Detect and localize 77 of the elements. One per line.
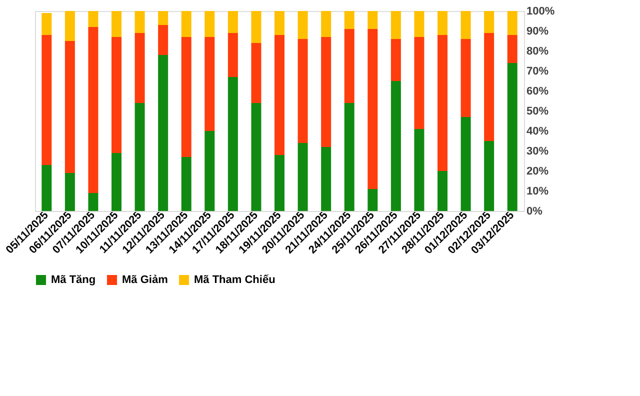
bar xyxy=(414,129,424,211)
bar xyxy=(158,25,168,55)
bar xyxy=(368,11,378,29)
bar xyxy=(484,11,494,33)
bar xyxy=(344,29,354,103)
bar xyxy=(251,11,262,43)
bar xyxy=(274,35,284,155)
bar xyxy=(64,173,75,211)
bar xyxy=(438,11,448,35)
bar xyxy=(228,11,238,33)
y-tick-label: 80% xyxy=(526,46,549,58)
bar xyxy=(112,11,122,37)
bar xyxy=(134,103,145,211)
bar xyxy=(368,29,378,189)
bar xyxy=(158,11,168,25)
y-tick-label: 90% xyxy=(526,26,549,38)
y-tick-label: 40% xyxy=(526,126,549,138)
bar xyxy=(274,155,284,211)
bar xyxy=(181,11,192,37)
bar xyxy=(298,39,308,143)
bar xyxy=(134,11,145,33)
bar xyxy=(298,11,308,39)
bar xyxy=(344,11,354,29)
bar xyxy=(251,43,262,103)
bar xyxy=(274,11,284,35)
bar xyxy=(204,11,215,37)
bar xyxy=(438,35,448,171)
y-tick-label: 0% xyxy=(526,206,543,218)
bar xyxy=(112,37,122,153)
legend-label: Mã Giảm xyxy=(122,274,168,286)
bar xyxy=(460,117,471,211)
bar xyxy=(204,37,215,131)
bar xyxy=(460,11,471,39)
bar xyxy=(112,153,122,211)
bar xyxy=(344,103,354,211)
bar xyxy=(321,11,332,37)
bar xyxy=(228,33,238,77)
bar xyxy=(88,193,98,211)
y-tick-label: 20% xyxy=(526,166,549,178)
bar xyxy=(460,39,471,117)
bar xyxy=(64,41,75,173)
bar xyxy=(484,33,494,141)
bar xyxy=(88,11,98,27)
y-tick-label: 60% xyxy=(526,86,549,98)
bar xyxy=(88,27,98,193)
bar xyxy=(251,103,262,211)
y-tick-label: 100% xyxy=(526,6,555,18)
bar xyxy=(64,11,75,41)
bar xyxy=(181,37,192,157)
y-tick-label: 50% xyxy=(526,106,549,118)
bar xyxy=(484,141,494,211)
bar xyxy=(507,63,518,211)
legend-label: Mã Tăng xyxy=(51,274,96,286)
bar xyxy=(42,13,52,35)
y-tick-label: 10% xyxy=(526,186,549,198)
bar xyxy=(228,77,238,211)
bar xyxy=(42,35,52,165)
bar xyxy=(181,157,192,211)
bar xyxy=(390,81,401,211)
bar xyxy=(134,33,145,103)
bar xyxy=(321,37,332,147)
bar xyxy=(390,11,401,39)
bar xyxy=(321,147,332,211)
bar xyxy=(42,165,52,211)
bar xyxy=(414,11,424,37)
y-tick-label: 70% xyxy=(526,66,549,78)
y-tick-label: 30% xyxy=(526,146,549,158)
bar xyxy=(414,37,424,129)
bar xyxy=(507,35,518,63)
bar xyxy=(438,171,448,211)
legend-label: Mã Tham Chiếu xyxy=(194,274,276,286)
bar xyxy=(204,131,215,211)
bar xyxy=(298,143,308,211)
bar xyxy=(507,11,518,35)
bar xyxy=(368,189,378,211)
bar xyxy=(390,39,401,81)
bar xyxy=(158,55,168,211)
